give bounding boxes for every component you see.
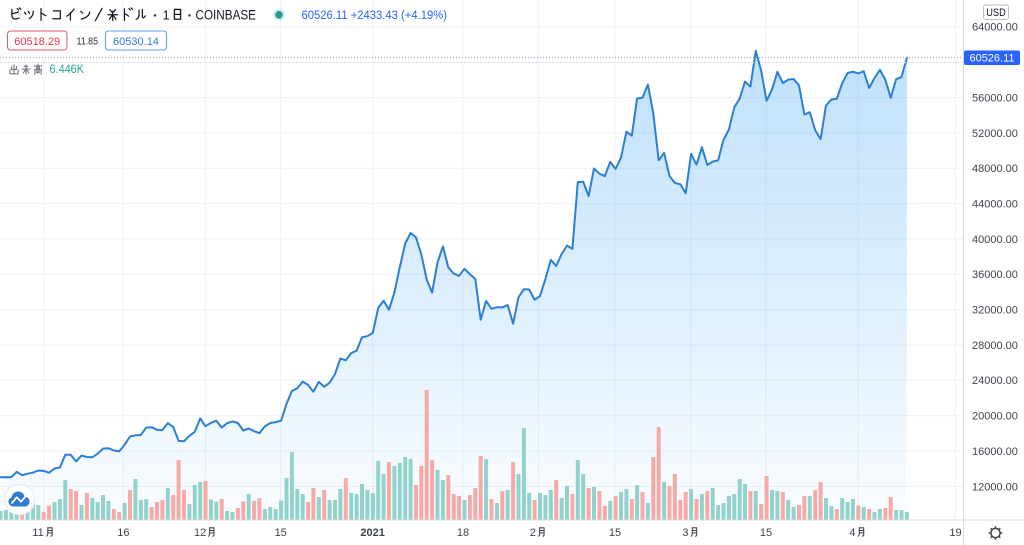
svg-text:4: 4 — [849, 527, 855, 539]
svg-text:60530.14: 60530.14 — [113, 36, 159, 48]
svg-text:15: 15 — [275, 527, 287, 539]
svg-text:48000.00: 48000.00 — [972, 163, 1018, 175]
svg-text:44000.00: 44000.00 — [972, 199, 1018, 211]
svg-text:2021: 2021 — [360, 527, 384, 539]
svg-text:20000.00: 20000.00 — [972, 411, 1018, 423]
svg-text:16000.00: 16000.00 — [972, 446, 1018, 458]
svg-text:60526.11 +2433.43 (+4.19%): 60526.11 +2433.43 (+4.19%) — [302, 10, 448, 22]
svg-text:40000.00: 40000.00 — [972, 234, 1018, 246]
svg-text:12: 12 — [194, 527, 206, 539]
svg-text:56000.00: 56000.00 — [972, 93, 1018, 105]
svg-text:60526.11: 60526.11 — [969, 53, 1014, 65]
svg-text:11: 11 — [32, 527, 43, 539]
svg-text:18: 18 — [457, 527, 469, 539]
svg-text:16: 16 — [117, 527, 129, 539]
svg-text:COINBASE: COINBASE — [196, 7, 257, 22]
svg-text:32000.00: 32000.00 — [972, 305, 1018, 317]
svg-text:6.446K: 6.446K — [50, 62, 85, 76]
svg-text:11.85: 11.85 — [77, 36, 99, 48]
svg-text:52000.00: 52000.00 — [972, 128, 1018, 140]
svg-text:24000.00: 24000.00 — [972, 375, 1018, 387]
svg-text:1: 1 — [163, 8, 170, 23]
svg-text:36000.00: 36000.00 — [972, 269, 1018, 281]
svg-text:28000.00: 28000.00 — [972, 340, 1018, 352]
svg-text:64000.00: 64000.00 — [972, 22, 1018, 34]
svg-text:USD: USD — [986, 7, 1006, 19]
svg-text:19: 19 — [949, 527, 961, 539]
svg-text:3: 3 — [682, 527, 688, 539]
svg-text:2: 2 — [530, 527, 536, 539]
svg-text:15: 15 — [609, 527, 621, 539]
svg-text:60518.29: 60518.29 — [14, 36, 60, 48]
svg-text:12000.00: 12000.00 — [972, 481, 1018, 493]
svg-text:15: 15 — [760, 527, 772, 539]
